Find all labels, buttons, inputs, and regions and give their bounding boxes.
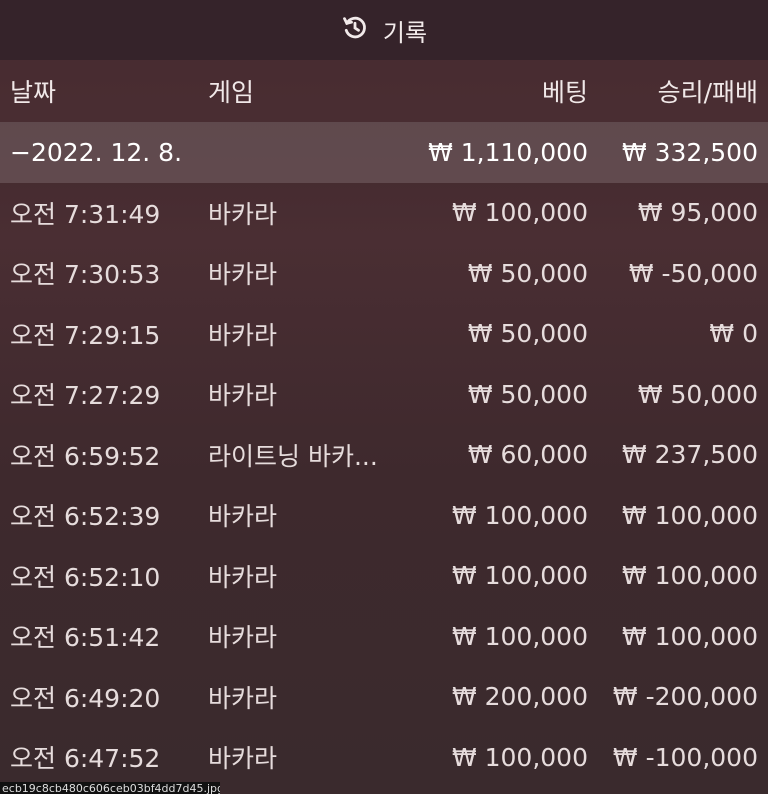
row-result: ₩ -100,000 (612, 742, 758, 772)
filename-label: ecb19c8cb480c606ceb03bf4dd7d45.jpg (0, 782, 220, 794)
row-game: 바카라 (208, 260, 278, 290)
row-time: 오전 6:52:39 (10, 502, 161, 532)
column-game: 게임 (208, 78, 255, 107)
row-result: ₩ 237,500 (621, 440, 758, 470)
page-title: 기록 (382, 18, 428, 47)
table-row[interactable]: 오전 6:47:52 바카라 ₩ 100,000 ₩ -100,000 (0, 727, 768, 788)
table-row[interactable]: 오전 7:31:49 바카라 ₩ 100,000 ₩ 95,000 (0, 183, 768, 244)
row-time: 오전 6:59:52 (10, 441, 161, 471)
history-list: 오전 7:31:49 바카라 ₩ 100,000 ₩ 95,000 오전 7:30:53… (0, 183, 768, 788)
table-row[interactable]: 오전 6:52:39 바카라 ₩ 100,000 ₩ 100,000 (0, 485, 768, 546)
row-result: ₩ 0 (709, 319, 758, 349)
row-bet: ₩ 50,000 (467, 379, 588, 409)
table-row[interactable]: 오전 7:29:15 바카라 ₩ 50,000 ₩ 0 (0, 304, 768, 365)
table-row[interactable]: 오전 7:27:29 바카라 ₩ 50,000 ₩ 50,000 (0, 364, 768, 425)
row-bet: ₩ 50,000 (467, 319, 588, 349)
row-result: ₩ 50,000 (637, 379, 758, 409)
group-date: −2022. 12. 8. (10, 137, 183, 167)
row-time: 오전 6:49:20 (10, 683, 161, 713)
row-game: 바카라 (208, 683, 278, 713)
row-game: 라이트닝 바카... (208, 441, 378, 471)
row-time: 오전 6:47:52 (10, 744, 161, 774)
table-row[interactable]: 오전 6:59:52 라이트닝 바카... ₩ 60,000 ₩ 237,500 (0, 425, 768, 486)
table-row[interactable]: 오전 6:49:20 바카라 ₩ 200,000 ₩ -200,000 (0, 667, 768, 728)
row-time: 오전 7:31:49 (10, 199, 161, 229)
row-game: 바카라 (208, 744, 278, 774)
row-game: 바카라 (208, 502, 278, 532)
row-time: 오전 7:29:15 (10, 320, 161, 350)
row-bet: ₩ 100,000 (451, 742, 588, 772)
table-row[interactable]: 오전 7:30:53 바카라 ₩ 50,000 ₩ -50,000 (0, 243, 768, 304)
row-game: 바카라 (208, 623, 278, 653)
row-result: ₩ 95,000 (637, 198, 758, 228)
row-result: ₩ -50,000 (628, 258, 758, 288)
row-time: 오전 6:51:42 (10, 623, 161, 653)
row-bet: ₩ 200,000 (451, 682, 588, 712)
row-time: 오전 7:30:53 (10, 260, 161, 290)
row-bet: ₩ 100,000 (451, 500, 588, 530)
row-game: 바카라 (208, 199, 278, 229)
history-icon (341, 14, 369, 46)
row-bet: ₩ 100,000 (451, 561, 588, 591)
history-header: 기록 (0, 0, 768, 60)
row-game: 바카라 (208, 381, 278, 411)
group-result-total: ₩ 332,500 (621, 137, 758, 167)
table-row[interactable]: 오전 6:51:42 바카라 ₩ 100,000 ₩ 100,000 (0, 606, 768, 667)
row-result: ₩ 100,000 (621, 561, 758, 591)
row-time: 오전 6:52:10 (10, 562, 161, 592)
row-bet: ₩ 100,000 (451, 198, 588, 228)
group-bet-total: ₩ 1,110,000 (428, 137, 588, 167)
table-header: 날짜 게임 베팅 승리/패배 (0, 60, 768, 122)
row-result: ₩ 100,000 (621, 500, 758, 530)
date-group-row[interactable]: −2022. 12. 8. ₩ 1,110,000 ₩ 332,500 (0, 122, 768, 183)
row-result: ₩ -200,000 (612, 682, 758, 712)
column-result: 승리/패배 (657, 78, 758, 107)
row-game: 바카라 (208, 562, 278, 592)
row-bet: ₩ 50,000 (467, 258, 588, 288)
table-row[interactable]: 오전 6:52:10 바카라 ₩ 100,000 ₩ 100,000 (0, 546, 768, 607)
row-result: ₩ 100,000 (621, 621, 758, 651)
row-bet: ₩ 60,000 (467, 440, 588, 470)
row-bet: ₩ 100,000 (451, 621, 588, 651)
column-bet: 베팅 (541, 78, 588, 107)
row-time: 오전 7:27:29 (10, 381, 161, 411)
row-game: 바카라 (208, 320, 278, 350)
column-date: 날짜 (10, 78, 57, 107)
